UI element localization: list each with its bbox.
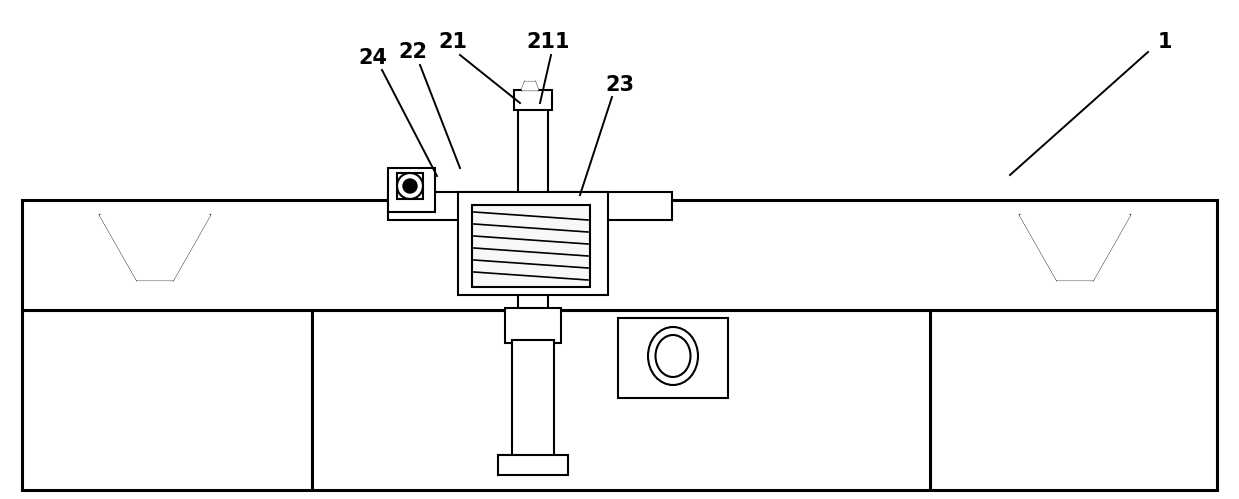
Text: 211: 211 [527, 32, 570, 52]
Bar [618, 318, 729, 398]
Circle shape [403, 179, 418, 193]
Bar [22, 310, 312, 490]
Text: 1: 1 [1157, 32, 1172, 52]
Polygon shape [1020, 215, 1130, 280]
Bar [518, 95, 548, 310]
Bar [512, 340, 554, 460]
Bar [312, 310, 930, 490]
Ellipse shape [655, 335, 690, 377]
Bar [388, 168, 435, 212]
Bar [388, 192, 672, 220]
Bar [472, 205, 590, 287]
Ellipse shape [648, 327, 698, 385]
Polygon shape [100, 215, 209, 280]
Text: 24: 24 [358, 48, 388, 68]
Bar [498, 455, 567, 475]
Text: 23: 23 [606, 75, 634, 95]
Bar [22, 200, 1217, 310]
Bar [506, 308, 561, 343]
Bar [514, 90, 553, 110]
Polygon shape [522, 82, 538, 90]
Text: 21: 21 [439, 32, 467, 52]
Bar [458, 192, 608, 295]
Bar [930, 310, 1217, 490]
Bar [396, 173, 422, 199]
Text: 22: 22 [399, 42, 427, 62]
